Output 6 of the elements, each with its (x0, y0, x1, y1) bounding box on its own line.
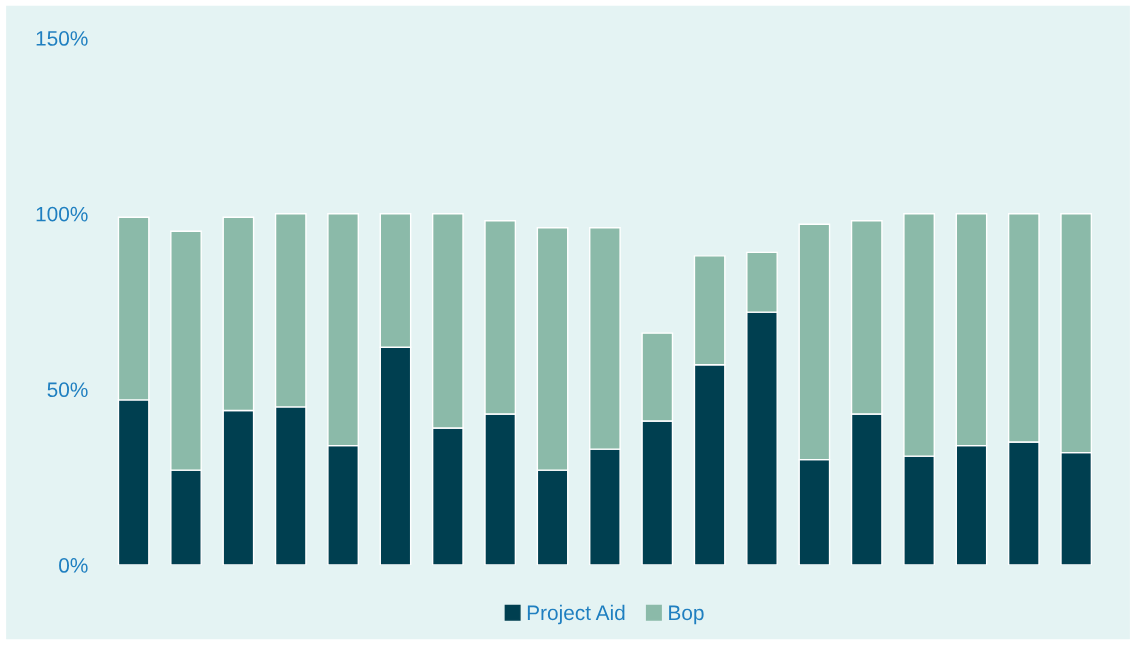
legend-label: Project Aid (527, 604, 625, 625)
y-tick-label: 0% (59, 558, 88, 573)
y-tick-label: 150% (36, 31, 88, 46)
legend-label: Bop (669, 605, 704, 625)
y-tick-label: 50% (47, 382, 88, 398)
y-tick-label: 100% (36, 206, 88, 222)
